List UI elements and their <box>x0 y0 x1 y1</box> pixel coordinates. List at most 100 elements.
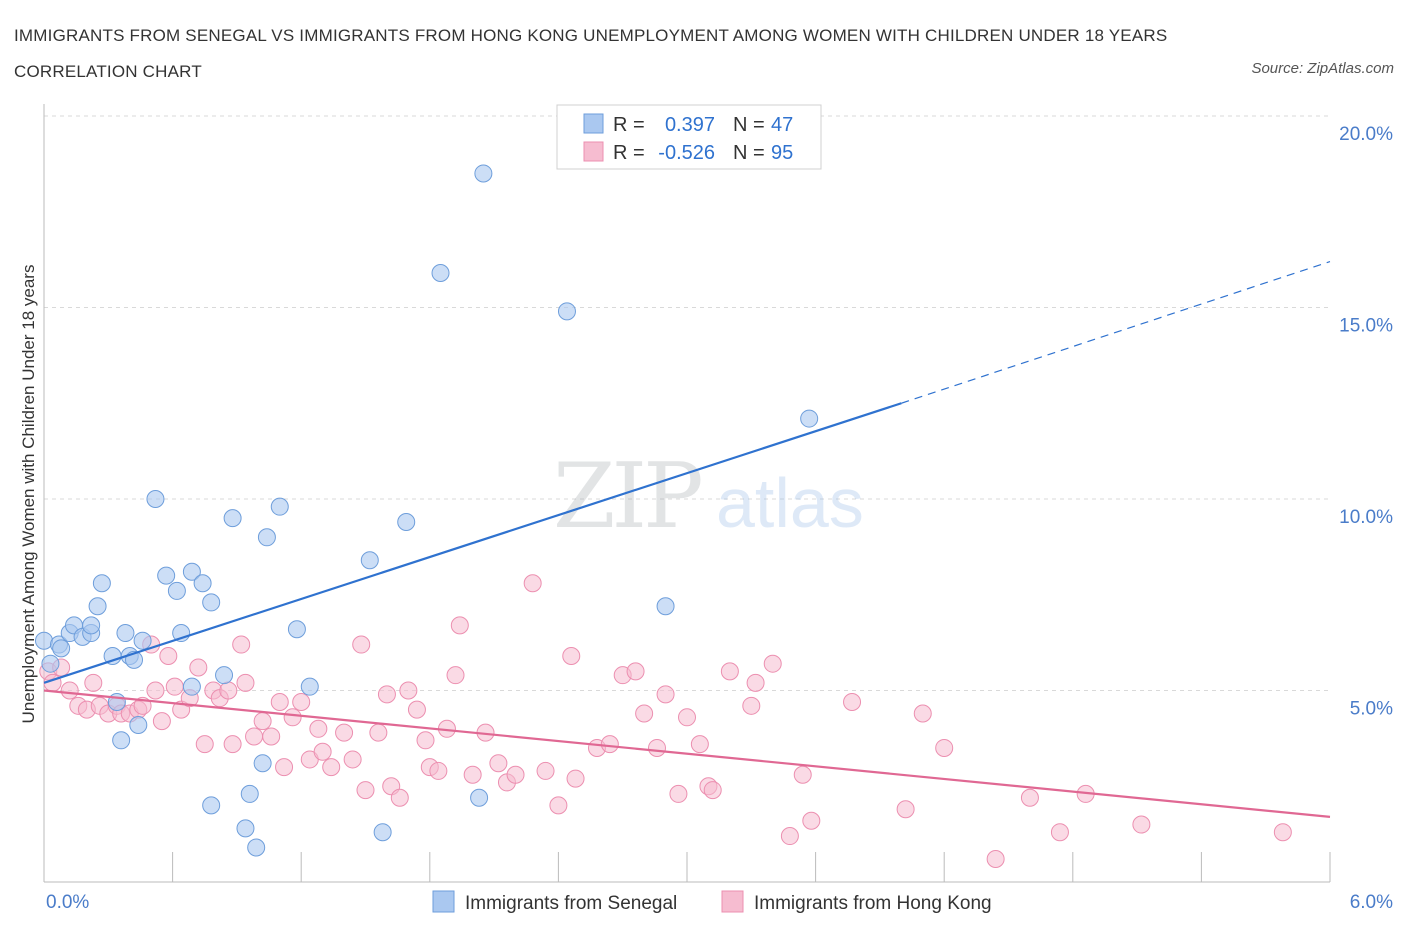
senegal-point <box>129 715 148 734</box>
hongkong-point <box>656 685 675 704</box>
senegal-point <box>300 677 319 696</box>
bottom-legend: Immigrants from Senegal Immigrants from … <box>432 890 992 914</box>
y-tick-labels: 5.0% 10.0% 15.0% 20.0% <box>1339 124 1393 720</box>
hongkong-point <box>352 635 371 654</box>
hongkong-point <box>446 666 465 685</box>
hongkong-point <box>262 727 281 746</box>
hongkong-point <box>986 850 1005 869</box>
x-axis-ticks <box>43 852 1331 882</box>
senegal-point <box>656 597 675 616</box>
trend-lines <box>43 260 1331 818</box>
hongkong-point <box>283 708 302 727</box>
y-axis-label: Unemployment Among Women with Children U… <box>19 265 38 724</box>
senegal-point <box>247 838 266 857</box>
senegal-point <box>431 264 450 283</box>
y-tick-label: 5.0% <box>1350 699 1393 720</box>
hongkong-point <box>635 704 654 723</box>
senegal-point <box>215 666 234 685</box>
hongkong-point <box>506 765 525 784</box>
hongkong-point <box>60 681 79 700</box>
hongkong-point <box>626 662 645 681</box>
hongkong-point <box>335 723 354 742</box>
senegal-point <box>257 528 276 547</box>
hongkong-point <box>742 696 761 715</box>
hongkong-point <box>703 781 722 800</box>
hongkong-n-value: 95 <box>771 142 793 164</box>
hongkong-point <box>275 758 294 777</box>
hongkong-point <box>146 681 165 700</box>
senegal-point <box>236 819 255 838</box>
hongkong-point <box>746 673 765 692</box>
hongkong-point <box>566 769 585 788</box>
hongkong-point <box>245 727 264 746</box>
senegal-trend-line <box>43 402 902 684</box>
hongkong-point <box>780 827 799 846</box>
senegal-point <box>474 164 493 183</box>
hongkong-point <box>152 712 171 731</box>
hongkong-point <box>678 708 696 727</box>
senegal-r-value: 0.397 <box>665 114 715 136</box>
chart-title: IMMIGRANTS FROM SENEGAL VS IMMIGRANTS FR… <box>14 26 1168 81</box>
hongkong-point <box>399 681 418 700</box>
hongkong-point <box>343 750 362 769</box>
hongkong-point <box>416 731 435 750</box>
senegal-point <box>240 784 259 803</box>
senegal-point <box>167 581 186 600</box>
hongkong-point <box>223 735 242 754</box>
senegal-point <box>223 509 242 528</box>
x-tick-label-min: 0.0% <box>46 892 89 913</box>
hongkong-point <box>463 765 482 784</box>
hongkong-point <box>523 574 542 593</box>
hongkong-point <box>1020 788 1039 807</box>
hongkong-point <box>84 673 103 692</box>
senegal-point <box>202 796 221 815</box>
hongkong-point <box>720 662 739 681</box>
x-tick-label-max: 6.0% <box>1350 892 1393 913</box>
senegal-point <box>470 788 489 807</box>
hongkong-point <box>189 658 208 677</box>
senegal-point <box>182 677 201 696</box>
hongkong-point <box>896 800 915 819</box>
hongkong-point <box>369 723 388 742</box>
senegal-point <box>82 616 101 635</box>
hongkong-point <box>407 700 426 719</box>
y-tick-label: 15.0% <box>1339 316 1393 337</box>
bottom-legend-senegal-label: Immigrants from Senegal <box>465 893 677 914</box>
hongkong-point <box>270 692 289 711</box>
hongkong-n-label: N = <box>733 142 765 164</box>
hongkong-point <box>1050 823 1069 842</box>
senegal-point <box>360 551 379 570</box>
hongkong-point <box>802 811 821 830</box>
hongkong-point <box>1132 815 1151 834</box>
senegal-point <box>373 823 392 842</box>
senegal-swatch <box>583 113 604 134</box>
hongkong-point <box>390 788 409 807</box>
hongkong-point <box>450 616 469 635</box>
senegal-point <box>88 597 107 616</box>
hongkong-point <box>429 761 448 780</box>
hongkong-point <box>322 758 341 777</box>
senegal-point <box>287 620 306 639</box>
hongkong-point <box>647 738 666 757</box>
hongkong-point <box>232 635 251 654</box>
hongkong-point <box>219 681 238 700</box>
senegal-point <box>202 593 221 612</box>
hongkong-point <box>600 735 619 754</box>
hongkong-point <box>195 735 214 754</box>
hongkong-point <box>913 704 932 723</box>
hongkong-r-value: -0.526 <box>658 142 715 164</box>
hongkong-point <box>165 677 184 696</box>
hongkong-point <box>292 692 311 711</box>
hongkong-point <box>489 754 508 773</box>
hongkong-point <box>536 761 555 780</box>
hongkong-point <box>313 742 332 761</box>
hongkong-point <box>236 673 255 692</box>
senegal-point <box>116 624 135 643</box>
bottom-legend-senegal-swatch <box>432 890 455 913</box>
hongkong-point <box>843 692 862 711</box>
senegal-point <box>253 754 272 773</box>
senegal-n-value: 47 <box>771 114 793 136</box>
hongkong-point <box>159 647 178 666</box>
senegal-point <box>182 562 201 581</box>
